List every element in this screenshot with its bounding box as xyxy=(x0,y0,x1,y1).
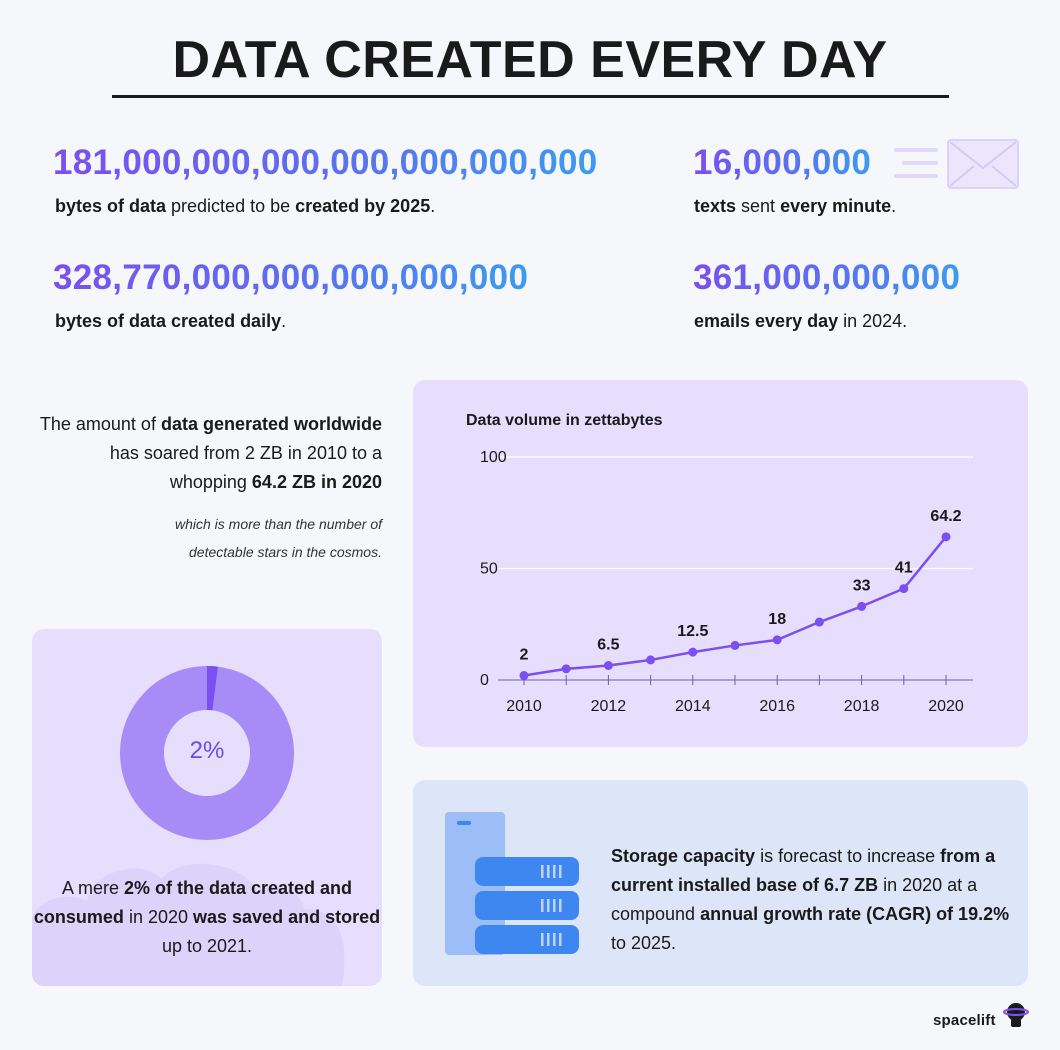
data-point xyxy=(561,664,571,674)
data-label: 41 xyxy=(895,560,913,577)
data-label: 12.5 xyxy=(677,623,708,640)
data-label: 6.5 xyxy=(597,637,619,654)
series-line xyxy=(523,536,947,677)
cloud-decoration xyxy=(32,863,345,986)
stat-emails-label: emails every day in 2024. xyxy=(694,311,908,331)
astronaut-logo-icon xyxy=(1003,1003,1029,1027)
stat-bytes-2025-label: bytes of data predicted to be created by… xyxy=(55,196,436,216)
data-label: 2 xyxy=(520,647,529,664)
intro-paragraph: The amount of data generated worldwide h… xyxy=(39,414,382,492)
stat-emails-value: 361,000,000,000 xyxy=(693,258,961,297)
y-tick-label: 100 xyxy=(480,449,507,466)
line-chart: 0 50 100 2010 2012 2014 2016 2018 2020 2 6.5 12.5 18… xyxy=(480,449,973,715)
x-tick-label: 2010 xyxy=(506,698,542,715)
x-tick-label: 2014 xyxy=(675,698,711,715)
page-title: DATA CREATED EVERY DAY xyxy=(172,31,888,89)
stat-texts-label: texts sent every minute. xyxy=(694,196,897,216)
data-label: 18 xyxy=(768,611,786,628)
donut-hole xyxy=(164,710,250,796)
data-point xyxy=(519,671,529,681)
data-point xyxy=(772,635,782,645)
y-tick-label: 50 xyxy=(480,561,498,578)
data-point xyxy=(899,584,909,594)
donut-slice-saved xyxy=(206,666,218,711)
data-point xyxy=(814,617,824,627)
chart-title: Data volume in zettabytes xyxy=(466,412,663,429)
data-label: 64.2 xyxy=(930,508,961,525)
server-stack-icon xyxy=(445,812,579,955)
data-point xyxy=(857,601,867,611)
intro-note: which is more than the number of detecta… xyxy=(175,516,382,560)
data-point xyxy=(941,532,951,542)
stat-bytes-2025-value: 181,000,000,000,000,000,000,000 xyxy=(53,143,598,182)
donut-caption: A mere 2% of the data created and consum… xyxy=(33,878,381,956)
data-point xyxy=(646,655,656,665)
x-tick-label: 2012 xyxy=(591,698,627,715)
data-label: 33 xyxy=(853,577,871,594)
storage-paragraph: Storage capacity is forecast to increase… xyxy=(611,846,1010,953)
stat-bytes-daily-label: bytes of data created daily. xyxy=(55,311,287,331)
x-tick-label: 2016 xyxy=(759,698,795,715)
data-point xyxy=(603,661,613,671)
stat-bytes-daily-value: 328,770,000,000,000,000,000 xyxy=(53,258,529,297)
y-tick-label: 0 xyxy=(480,672,489,689)
stat-texts-value: 16,000,000 xyxy=(693,143,872,182)
x-tick-label: 2018 xyxy=(844,698,880,715)
donut-chart xyxy=(120,666,294,840)
brand-name: spacelift xyxy=(933,1012,996,1029)
data-point xyxy=(688,647,698,657)
x-tick-label: 2020 xyxy=(928,698,964,715)
data-point xyxy=(730,640,740,650)
donut-center-label: 2% xyxy=(189,737,225,764)
title-divider xyxy=(112,95,949,98)
envelope-icon xyxy=(894,139,1019,189)
